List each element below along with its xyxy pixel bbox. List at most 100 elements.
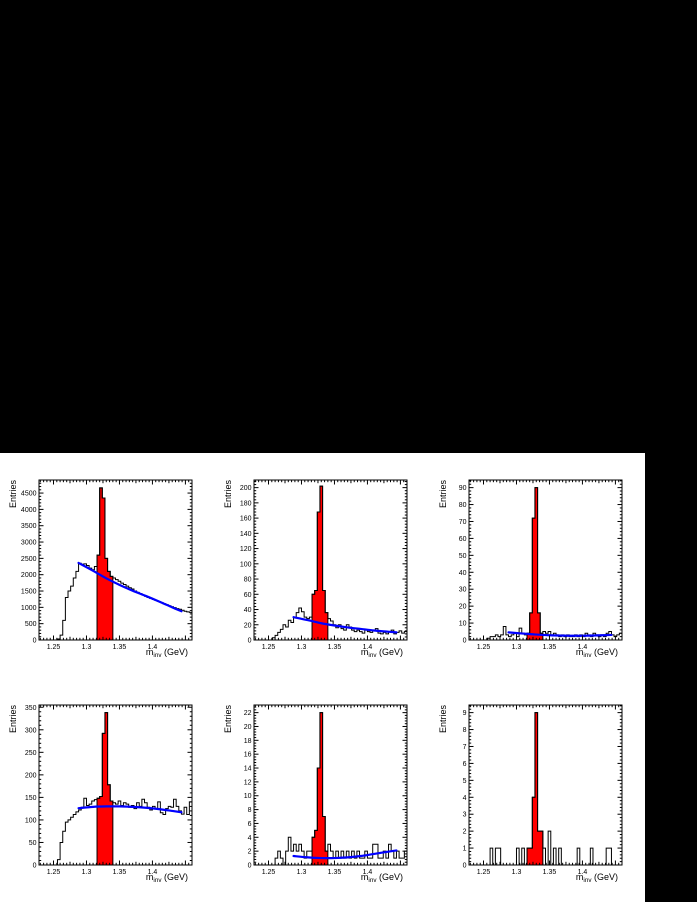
y-tick-label: 2000 bbox=[21, 572, 37, 579]
y-tick-label: 10 bbox=[459, 621, 467, 628]
plot-frame bbox=[468, 704, 623, 865]
y-tick-label: 1500 bbox=[21, 589, 37, 596]
x-tick-label: 1.3 bbox=[297, 869, 307, 876]
x-tick-label: 1.25 bbox=[47, 644, 61, 651]
x-tick-label: 1.4 bbox=[578, 869, 588, 876]
histogram-panel-top-right: 1.25 1.3 1.35 1.4 0 10 20 30 40 50 60 70 80 90 Entries… bbox=[430, 453, 645, 678]
y-tick-label: 200 bbox=[25, 772, 37, 779]
x-tick-label: 1.35 bbox=[328, 869, 342, 876]
fit-curve bbox=[292, 848, 398, 859]
x-tick-label: 1.35 bbox=[113, 869, 127, 876]
histogram-outline bbox=[254, 485, 408, 641]
x-tick-label: 1.4 bbox=[363, 869, 373, 876]
x-tick-label: 1.25 bbox=[477, 869, 491, 876]
y-axis-title: Entries bbox=[438, 704, 448, 733]
plot-frame bbox=[468, 479, 623, 641]
x-tick-label: 1.4 bbox=[363, 644, 373, 651]
y-tick-label: 350 bbox=[25, 704, 37, 711]
y-tick-label: 2500 bbox=[21, 556, 37, 563]
x-tick-label: 1.3 bbox=[297, 644, 307, 651]
x-axis-title: minv (GeV) bbox=[146, 647, 188, 659]
y-tick-label: 500 bbox=[25, 621, 37, 628]
x-tick-label: 1.25 bbox=[262, 644, 276, 651]
histogram-grid: 1.25 1.3 1.35 1.4 0 500 1000 1500 2000 2500 3000 35… bbox=[0, 453, 645, 902]
y-axis-title: Entries bbox=[223, 480, 233, 509]
x-tick-label: 1.35 bbox=[543, 644, 557, 651]
fit-curve bbox=[77, 561, 183, 613]
y-tick-label: 20 bbox=[459, 604, 467, 611]
y-tick-label: 16 bbox=[244, 751, 252, 758]
x-tick-label: 1.3 bbox=[512, 644, 522, 651]
plot-frame bbox=[253, 479, 408, 641]
y-tick-label: 60 bbox=[244, 592, 252, 599]
y-tick-label: 0 bbox=[463, 862, 467, 869]
histogram-panel-bottom-right: 1.25 1.3 1.35 1.4 0 1 2 3 4 5 6 7 8 9 Entries minv (GeV… bbox=[430, 678, 645, 902]
y-tick-label: 0 bbox=[463, 638, 467, 645]
fit-curve bbox=[507, 631, 613, 637]
y-tick-label: 140 bbox=[240, 531, 252, 538]
y-tick-label: 0 bbox=[248, 862, 252, 869]
y-tick-label: 14 bbox=[244, 765, 252, 772]
y-tick-label: 4000 bbox=[21, 507, 37, 514]
y-tick-label: 40 bbox=[459, 570, 467, 577]
y-tick-label: 70 bbox=[459, 519, 467, 526]
fit-curve bbox=[77, 804, 183, 813]
histogram-svg: 1.25 1.3 1.35 1.4 0 1 2 3 4 5 6 7 8 9 Entries minv (GeV… bbox=[438, 704, 623, 884]
y-tick-label: 2 bbox=[248, 848, 252, 855]
y-tick-label: 3500 bbox=[21, 523, 37, 530]
y-tick-label: 160 bbox=[240, 516, 252, 523]
y-tick-label: 180 bbox=[240, 500, 252, 507]
y-tick-label: 300 bbox=[25, 727, 37, 734]
x-axis-title: minv (GeV) bbox=[361, 872, 403, 884]
y-tick-label: 3 bbox=[463, 811, 467, 818]
x-tick-label: 1.25 bbox=[47, 869, 61, 876]
y-tick-label: 9 bbox=[463, 710, 467, 717]
x-axis-title: minv (GeV) bbox=[576, 647, 618, 659]
histogram-svg: 1.25 1.3 1.35 1.4 0 10 20 30 40 50 60 70 80 90 Entries… bbox=[438, 479, 623, 659]
x-tick-label: 1.25 bbox=[477, 644, 491, 651]
x-tick-label: 1.3 bbox=[82, 644, 92, 651]
histogram-outline bbox=[39, 487, 193, 641]
y-axis-title: Entries bbox=[8, 704, 18, 733]
y-tick-label: 40 bbox=[244, 607, 252, 614]
y-tick-label: 18 bbox=[244, 737, 252, 744]
x-tick-label: 1.3 bbox=[82, 869, 92, 876]
y-tick-label: 120 bbox=[240, 546, 252, 553]
y-tick-label: 4 bbox=[248, 834, 252, 841]
histogram-svg: 1.25 1.3 1.35 1.4 0 50 100 150 200 250 300 350 Entri… bbox=[8, 704, 193, 884]
y-tick-label: 80 bbox=[244, 577, 252, 584]
x-tick-label: 1.35 bbox=[543, 869, 557, 876]
x-tick-label: 1.25 bbox=[262, 869, 276, 876]
y-tick-label: 4 bbox=[463, 794, 467, 801]
y-tick-label: 6 bbox=[248, 820, 252, 827]
y-tick-label: 4500 bbox=[21, 491, 37, 498]
histogram-outline bbox=[469, 711, 622, 865]
y-axis-title: Entries bbox=[223, 704, 233, 733]
y-tick-label: 50 bbox=[459, 553, 467, 560]
y-tick-label: 20 bbox=[244, 723, 252, 730]
y-tick-label: 2 bbox=[463, 828, 467, 835]
y-tick-label: 150 bbox=[25, 794, 37, 801]
y-tick-label: 1000 bbox=[21, 605, 37, 612]
y-tick-label: 250 bbox=[25, 749, 37, 756]
y-tick-label: 90 bbox=[459, 485, 467, 492]
histogram-panel-bottom-middle: 1.25 1.3 1.35 1.4 0 2 4 6 8 10 12 14 16 18 20 22 Entries… bbox=[215, 678, 430, 902]
y-tick-label: 100 bbox=[240, 561, 252, 568]
x-tick-label: 1.35 bbox=[328, 644, 342, 651]
y-tick-label: 50 bbox=[29, 839, 37, 846]
y-tick-label: 1 bbox=[463, 845, 467, 852]
y-axis-title: Entries bbox=[8, 480, 18, 509]
y-tick-label: 100 bbox=[25, 817, 37, 824]
histogram-panel-bottom-left: 1.25 1.3 1.35 1.4 0 50 100 150 200 250 300 350 Entri… bbox=[0, 678, 215, 902]
histogram-panel-top-left: 1.25 1.3 1.35 1.4 0 500 1000 1500 2000 2500 3000 35… bbox=[0, 453, 215, 678]
x-tick-label: 1.4 bbox=[148, 644, 158, 651]
x-tick-label: 1.35 bbox=[113, 644, 127, 651]
histogram-panel-top-middle: 1.25 1.3 1.35 1.4 0 20 40 60 80 100 120 140 160 180 20… bbox=[215, 453, 430, 678]
plot-frame bbox=[38, 704, 193, 865]
y-tick-label: 6 bbox=[463, 760, 467, 767]
x-axis-title: minv (GeV) bbox=[146, 872, 188, 884]
histogram-outline bbox=[254, 711, 408, 865]
y-tick-label: 20 bbox=[244, 622, 252, 629]
y-tick-label: 22 bbox=[244, 710, 252, 717]
x-tick-label: 1.4 bbox=[578, 644, 588, 651]
